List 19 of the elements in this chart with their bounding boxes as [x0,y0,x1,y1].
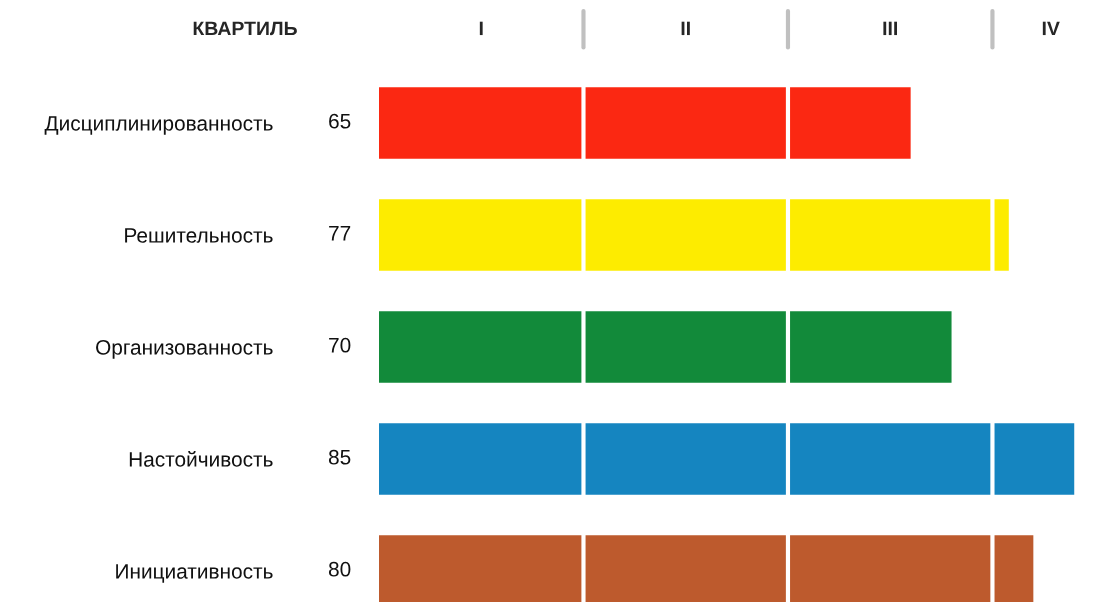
y-tick-label: Организованность [96,340,273,359]
y-tick-label: Решительность [125,228,273,243]
y-tick-label: Дисциплинированность [44,116,273,135]
text: III [883,21,898,36]
x-axis-title: КВАРТИЛЬ [193,21,297,36]
bar [379,423,1075,495]
data-label: 85 [328,449,351,465]
text: I [479,21,483,36]
data-label: 80 [328,561,351,577]
bar [379,199,1009,271]
data-label: 70 [329,337,351,353]
y-tick-label: Инициативность [116,564,273,583]
text: IV [1042,21,1060,36]
bar [379,87,911,159]
data-label: 77 [329,226,351,241]
bar [379,311,952,383]
y-tick-label: Настойчивость [129,451,273,467]
text: II [681,21,690,36]
data-label: 65 [329,113,351,129]
